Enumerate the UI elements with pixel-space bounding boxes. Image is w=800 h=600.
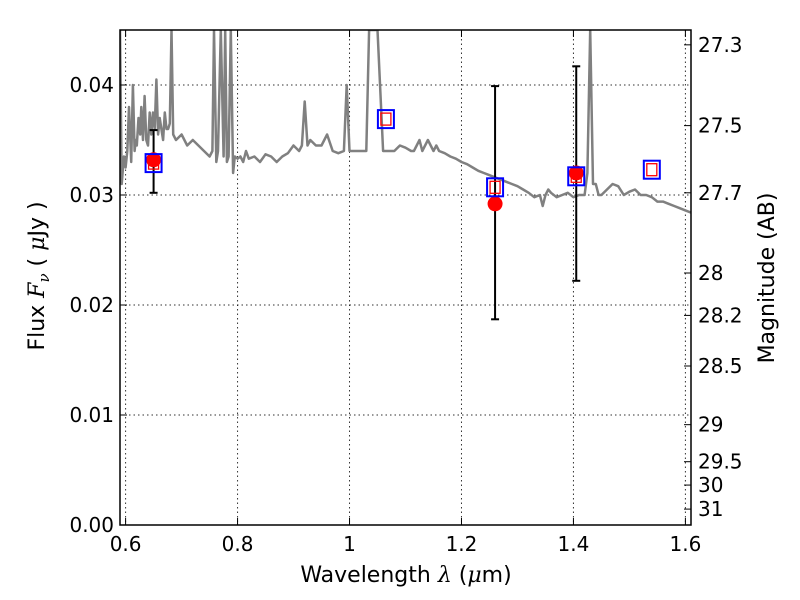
x-tick-label: 1.2 bbox=[446, 532, 478, 556]
x-axis-label: Wavelength λ (μm) bbox=[300, 563, 511, 588]
y2-tick-label: 27.5 bbox=[698, 114, 743, 138]
model-photometry-box bbox=[642, 159, 661, 180]
model-photometry-inner-box bbox=[570, 169, 582, 183]
x-tick-label: 1.6 bbox=[669, 532, 701, 556]
x-tick-label: 1 bbox=[343, 532, 356, 556]
observed-point bbox=[146, 152, 162, 168]
y-tick-label: 0.00 bbox=[69, 513, 114, 537]
y2-tick-label: 31 bbox=[698, 497, 723, 521]
y2-tick-label: 29.5 bbox=[698, 450, 743, 474]
axes: 0.6 0.8 1 1.2 1.4 1.6 0.00 0.01 0.02 0.03 0.04 27.3… bbox=[69, 29, 743, 556]
y-axis-label: Flux Fν ( μJy ) bbox=[25, 201, 53, 350]
model-photometry-inner-box bbox=[646, 163, 658, 177]
y2-tick-label: 27.3 bbox=[698, 33, 743, 57]
y2-tick-label: 27.7 bbox=[698, 181, 743, 205]
model-photometry-inner-box bbox=[147, 156, 160, 170]
y2-tick-label: 28 bbox=[698, 261, 723, 285]
grid bbox=[120, 30, 691, 526]
y2-axis-label: Magnitude (AB) bbox=[755, 193, 780, 364]
y2-tick-label: 28.2 bbox=[698, 303, 743, 327]
x-tick-label: 0.6 bbox=[110, 532, 142, 556]
model-photometry-box bbox=[486, 177, 505, 198]
y-tick-label: 0.04 bbox=[69, 73, 114, 97]
model-photometry-box bbox=[376, 109, 395, 130]
model-spectrum-line bbox=[120, 30, 691, 214]
plot-area bbox=[120, 30, 691, 321]
y-tick-label: 0.02 bbox=[69, 293, 114, 317]
model-photometry-inner-box bbox=[380, 112, 392, 126]
y-tick-label: 0.03 bbox=[69, 183, 114, 207]
x-tick-label: 0.8 bbox=[222, 532, 254, 556]
y2-tick-label: 30 bbox=[698, 473, 723, 497]
y2-tick-label: 28.5 bbox=[698, 354, 743, 378]
model-photometry-box bbox=[567, 166, 586, 187]
observed-point bbox=[568, 165, 584, 181]
x-tick-label: 1.4 bbox=[558, 532, 590, 556]
y-tick-label: 0.01 bbox=[69, 403, 114, 427]
plot-frame bbox=[119, 29, 692, 526]
model-photometry-box bbox=[144, 153, 163, 174]
model-photometry-inner-box bbox=[489, 180, 501, 194]
y2-tick-label: 29 bbox=[698, 413, 723, 437]
observed-point bbox=[487, 196, 503, 212]
